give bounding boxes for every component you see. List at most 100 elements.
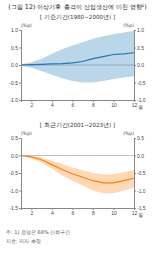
tick-mark	[19, 48, 21, 49]
tick-label: 0.5	[11, 135, 18, 141]
tick: 6	[71, 208, 74, 216]
tick: -0.5	[134, 80, 146, 86]
tick: 0.5	[134, 45, 144, 51]
y-axis-label: (%p)	[21, 131, 32, 136]
tick-mark	[19, 208, 21, 209]
tick: -1.0	[9, 97, 21, 103]
tick-label: 0.0	[137, 153, 144, 159]
tick-mark	[134, 191, 136, 192]
tick-label: 10	[111, 102, 117, 108]
tick: -1.5	[9, 205, 21, 211]
tick-label: 0.0	[11, 62, 18, 68]
footnote: 주: 1) 음영은 68% 신뢰구간	[6, 229, 70, 235]
subtitle: [ 기준기간(1980~2000년) ]	[40, 14, 115, 20]
confidence-band	[21, 31, 134, 83]
tick-mark	[134, 100, 136, 101]
plot-area	[21, 155, 134, 193]
tick: 0.0	[11, 62, 21, 68]
axis-line	[22, 101, 135, 103]
zero-line	[21, 155, 134, 156]
plot-area	[21, 31, 134, 83]
tick-label: -1.5	[137, 205, 146, 211]
line	[21, 156, 134, 183]
axis-line	[135, 139, 137, 209]
tick-label: 2	[30, 210, 33, 216]
tick-mark	[134, 156, 136, 157]
tick: 0.0	[11, 153, 21, 159]
tick: 0.0	[134, 153, 144, 159]
tick-label: 0.5	[137, 135, 144, 141]
tick-label: 4	[51, 210, 54, 216]
tick: 8	[92, 208, 95, 216]
tick: -1.5	[134, 205, 146, 211]
tick: -1.0	[9, 188, 21, 194]
tick: 1.0	[11, 27, 21, 33]
panel: 24681012-1.5-1.0-0.50.00.5-1.5-1.0-0.50.…	[9, 131, 145, 218]
y2-axis-label: (%p)	[123, 131, 134, 136]
y2-axis: -1.0 -0.5 0.0 0.5 1.0	[134, 27, 146, 103]
tick-label: 1.0	[11, 27, 18, 33]
tick-label: 0.0	[137, 62, 144, 68]
tick-label: 8	[92, 102, 95, 108]
tick-mark	[134, 208, 136, 209]
y-axis-label: (%p)	[21, 23, 32, 28]
axis-line	[135, 31, 137, 101]
tick-mark	[19, 138, 21, 139]
tick: 0.5	[11, 45, 21, 51]
axis-line	[19, 31, 22, 101]
tick-label: 0.0	[11, 153, 18, 159]
tick-mark	[19, 30, 21, 31]
tick-mark	[19, 156, 21, 157]
tick-label: 2	[30, 102, 33, 108]
footnote: 자료: 저자 추정	[6, 238, 41, 244]
x-axis-label: 월	[138, 105, 143, 110]
title: (그림 12) 이상기후 충격이 산업생산에 미친 영향¹)	[8, 3, 146, 11]
y-axis: -1.0 -0.5 0.0 0.5 1.0	[9, 27, 21, 103]
tick: 0.5	[134, 135, 144, 141]
tick-mark	[134, 83, 136, 84]
tick: -0.5	[134, 170, 146, 176]
tick-mark	[19, 173, 21, 174]
tick-label: -0.5	[137, 170, 146, 176]
tick: 0.0	[134, 62, 144, 68]
tick-label: 6	[71, 102, 74, 108]
y2-axis-label: (%p)	[123, 23, 134, 28]
tick: 4	[51, 208, 54, 216]
tick: 10	[111, 208, 117, 216]
tick-mark	[19, 191, 21, 192]
x-axis: 24681012	[22, 208, 138, 216]
tick-mark	[134, 138, 136, 139]
axis-line	[22, 209, 135, 211]
tick-label: 0.5	[11, 45, 18, 51]
tick: -0.5	[9, 80, 21, 86]
tick-mark	[19, 65, 21, 66]
tick: 8	[92, 100, 95, 108]
tick-label: -1.5	[9, 205, 18, 211]
tick: 1.0	[134, 27, 144, 33]
y2-axis: -1.5 -1.0 -0.5 0.0 0.5	[134, 135, 146, 211]
tick: 6	[71, 100, 74, 108]
tick-mark	[19, 100, 21, 101]
tick-label: -0.5	[137, 80, 146, 86]
tick-label: 10	[111, 210, 117, 216]
tick: -1.0	[134, 97, 146, 103]
tick-label: -0.5	[9, 170, 18, 176]
confidence-band	[21, 155, 134, 193]
tick: 0.5	[11, 135, 21, 141]
tick-mark	[134, 48, 136, 49]
tick: -0.5	[9, 170, 21, 176]
tick-label: 6	[71, 210, 74, 216]
tick: 4	[51, 100, 54, 108]
x-axis-label: 월	[138, 213, 143, 218]
tick-label: 1.0	[137, 27, 144, 33]
tick-label: -1.0	[137, 97, 146, 103]
line	[21, 53, 134, 65]
panel: 24681012-1.0-0.50.00.51.0-1.0-0.50.00.51…	[9, 23, 145, 110]
tick-label: -1.0	[137, 188, 146, 194]
tick-label: -1.0	[9, 97, 18, 103]
tick: 2	[30, 208, 33, 216]
tick: 2	[30, 100, 33, 108]
tick: 10	[111, 100, 117, 108]
tick-label: -0.5	[9, 80, 18, 86]
tick-label: -1.0	[9, 188, 18, 194]
